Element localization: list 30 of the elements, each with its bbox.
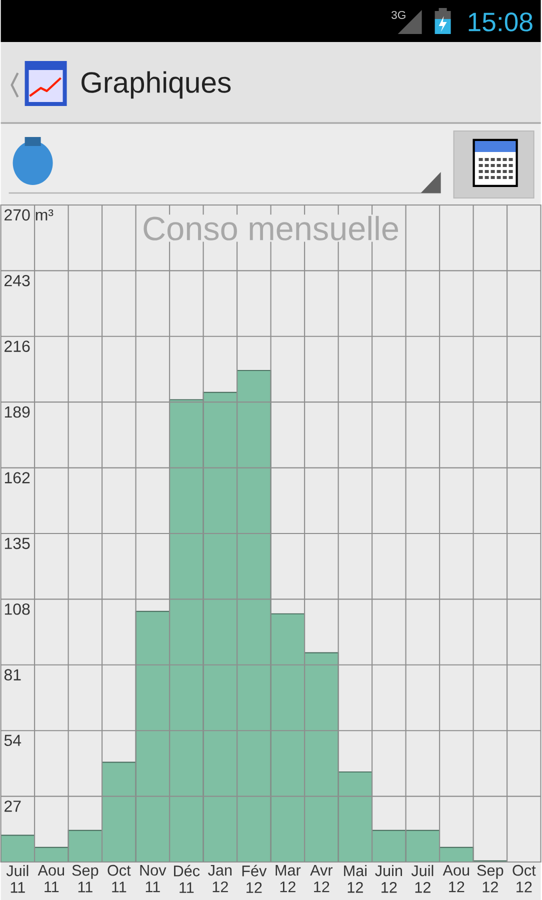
y-tick-label: 189 [5, 406, 30, 418]
x-tick-label: Sep 12 [477, 864, 504, 892]
x-tick-label: Juil 12 [412, 864, 434, 893]
text: 15:08 [469, 12, 533, 32]
y-tick-label: 108 [5, 603, 30, 615]
x-tick-label: Mar 12 [276, 864, 301, 892]
y-tick-label: 270 m³ [4, 209, 54, 221]
x-tick-label: Juin 12 [375, 864, 402, 893]
y-tick-label: 54 [4, 734, 22, 746]
y-tick-label: 216 [4, 340, 30, 352]
x-tick-label: Juil 11 [6, 864, 28, 893]
y-tick-label: 81 [4, 669, 21, 680]
y-tick-label: 135 [5, 538, 30, 550]
y-tick-label: 243 [4, 274, 30, 286]
y-tick-label: 162 [5, 472, 30, 484]
y-tick-label: 27 [4, 800, 21, 812]
x-tick-label: Oct 11 [108, 864, 131, 892]
x-tick-label: Aou 11 [38, 864, 64, 892]
x-tick-label: Fév 12 [242, 864, 267, 893]
text: Graphiques [82, 71, 231, 99]
chart-title: Conso mensuelle [144, 216, 398, 240]
x-tick-label: Déc 11 [174, 864, 200, 893]
x-tick-label: Jan 12 [208, 864, 232, 892]
x-tick-label: Aou 12 [443, 864, 470, 892]
x-tick-label: Mai 12 [344, 864, 367, 893]
x-tick-label: Oct 12 [512, 864, 536, 892]
x-tick-label: Nov 11 [140, 864, 166, 892]
x-tick-label: Sep 11 [72, 864, 98, 892]
x-tick-label: Avr 12 [310, 864, 333, 892]
text: 3G [392, 10, 406, 19]
